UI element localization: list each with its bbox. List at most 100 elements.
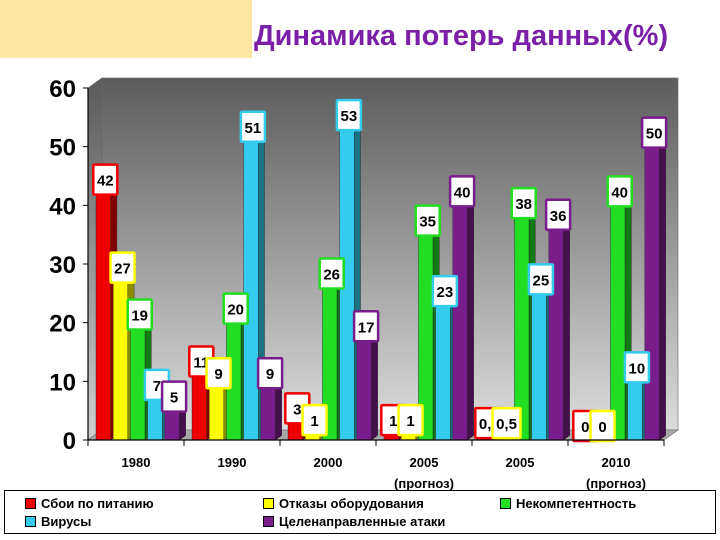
bar-front xyxy=(514,216,530,441)
bar-front xyxy=(435,304,451,441)
data-label-box xyxy=(414,204,441,237)
chart-back-wall xyxy=(101,77,679,431)
data-label-text: 23 xyxy=(437,284,454,301)
data-label-text: 53 xyxy=(341,108,358,125)
data-label-box xyxy=(589,409,616,443)
data-label-box xyxy=(318,257,345,290)
data-label-text: 40 xyxy=(454,184,471,201)
bar-front xyxy=(260,387,276,441)
data-label: 1 xyxy=(301,403,328,437)
data-label-box xyxy=(335,98,363,132)
legend-item: Отказы оборудования xyxy=(263,496,424,511)
x-tick-label: 1990 xyxy=(218,455,247,470)
data-label-box xyxy=(109,251,136,284)
data-label-box xyxy=(431,274,459,308)
bar xyxy=(548,223,571,441)
bar-front xyxy=(243,140,259,441)
data-label: 20 xyxy=(222,292,249,325)
data-label: 53 xyxy=(335,98,363,132)
data-label-box xyxy=(301,403,328,437)
page-title: Динамика потерь данных(%) xyxy=(254,20,669,52)
bar-front xyxy=(130,328,146,441)
data-label-text: 17 xyxy=(358,319,375,336)
data-label-text: 0 xyxy=(598,419,606,436)
bar-side xyxy=(659,141,666,441)
legend-label: Сбои по питанию xyxy=(41,496,154,511)
data-label-box xyxy=(544,198,572,232)
bar-front xyxy=(531,293,547,441)
data-label: 5 xyxy=(160,380,188,413)
data-label: 25 xyxy=(527,263,555,296)
y-tick-label: 0 xyxy=(63,428,76,455)
data-label: 0,5 xyxy=(491,406,522,440)
data-label-text: 38 xyxy=(515,196,532,213)
data-label: 0 xyxy=(589,409,616,443)
data-label-text: 42 xyxy=(97,173,114,190)
data-label-text: 35 xyxy=(419,214,436,231)
legend-label: Вирусы xyxy=(41,514,92,529)
data-label: 40 xyxy=(606,175,633,208)
bar-front xyxy=(287,422,303,441)
data-label-text: 10 xyxy=(629,360,646,377)
data-label-text: 36 xyxy=(550,208,567,225)
data-label-box xyxy=(527,263,555,296)
bar-front xyxy=(452,205,468,441)
bar-side xyxy=(467,200,474,441)
legend-swatch xyxy=(263,516,274,527)
data-label-box xyxy=(126,298,153,331)
bar-front xyxy=(627,381,643,441)
data-label-text: 0 xyxy=(581,419,589,436)
data-label-box xyxy=(256,356,284,390)
data-label-box xyxy=(352,310,380,343)
bar-front xyxy=(356,340,372,441)
y-tick-label: 50 xyxy=(49,135,76,162)
legend-item: Сбои по питанию xyxy=(25,496,154,511)
bar-side xyxy=(371,335,378,441)
data-label-text: 27 xyxy=(114,261,131,278)
data-label: 51 xyxy=(239,110,267,144)
bar-front xyxy=(95,193,111,441)
data-label: 40 xyxy=(448,175,476,208)
legend-item: Вирусы xyxy=(25,514,91,529)
data-label: 10 xyxy=(623,351,651,384)
data-label-box xyxy=(205,356,232,390)
data-label: 50 xyxy=(640,116,668,149)
x-tick-label: (прогноз) xyxy=(586,476,646,490)
bar-front xyxy=(208,387,224,441)
data-label-text: 51 xyxy=(245,120,262,137)
data-label-text: 50 xyxy=(646,126,663,143)
x-tick-label: 2005 xyxy=(506,455,535,470)
y-tick-label: 40 xyxy=(49,193,76,220)
bar xyxy=(260,382,283,441)
data-label-box xyxy=(397,403,424,437)
corner-decoration xyxy=(0,0,252,58)
bar-front xyxy=(164,410,180,441)
bar-side xyxy=(275,382,282,441)
data-label-text: 26 xyxy=(323,266,340,283)
bar-front xyxy=(644,146,660,441)
data-label-box xyxy=(222,292,249,325)
data-label-text: 0,5 xyxy=(496,416,517,433)
data-label-text: 25 xyxy=(533,272,550,289)
data-label-text: 7 xyxy=(153,378,161,395)
legend-swatch xyxy=(25,498,36,509)
data-label-box xyxy=(510,186,537,220)
legend-label: Отказы оборудования xyxy=(279,496,424,511)
data-label-box xyxy=(640,116,668,149)
bar xyxy=(356,335,379,441)
bar-front xyxy=(112,281,128,441)
legend: Сбои по питанию Отказы оборудования Некомп… xyxy=(4,490,716,534)
data-label-text: 1 xyxy=(406,413,414,430)
data-label: 26 xyxy=(318,257,345,290)
data-label-text: 3 xyxy=(293,401,301,418)
data-label-text: 9 xyxy=(266,366,274,383)
legend-swatch xyxy=(263,498,274,509)
y-tick-label: 20 xyxy=(49,311,76,338)
data-label: 19 xyxy=(126,298,153,331)
x-tick-label: 2005 xyxy=(410,455,439,470)
legend-item: Некомпетентность xyxy=(500,496,636,511)
x-tick-label: 1980 xyxy=(122,455,151,470)
data-label-text: 5 xyxy=(170,390,178,407)
